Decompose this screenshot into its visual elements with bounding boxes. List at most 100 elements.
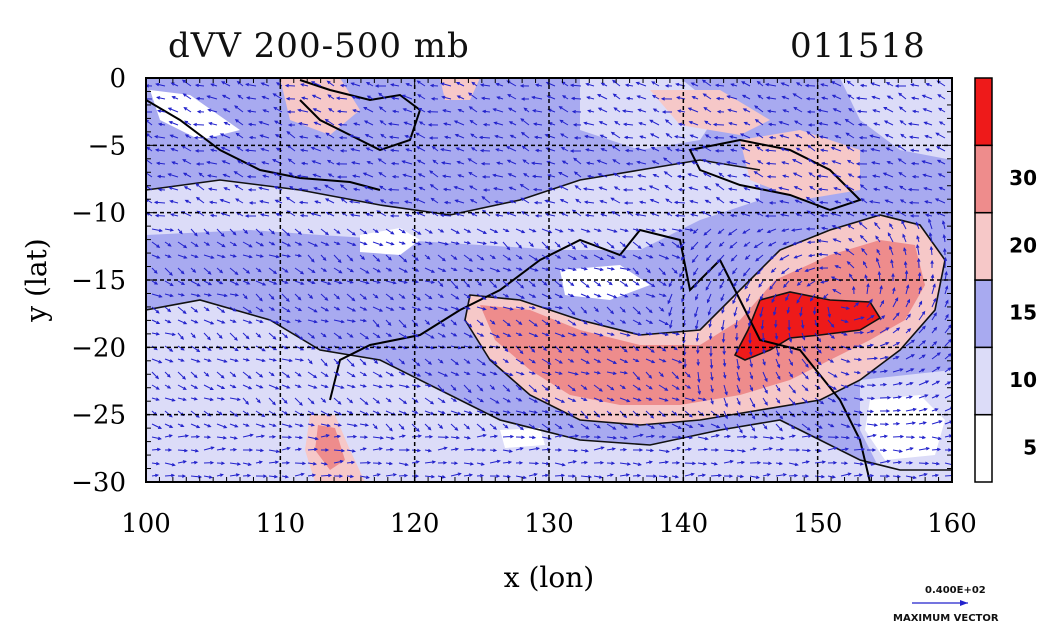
wind-vector-head [724, 403, 728, 408]
wind-vector [905, 408, 916, 412]
wind-vector [372, 371, 382, 378]
wind-vector-head [155, 309, 160, 314]
wind-vector [931, 284, 936, 295]
wind-vector [905, 382, 913, 386]
wind-vector [515, 254, 523, 260]
wind-vector [742, 94, 751, 100]
wind-vector-head [493, 121, 498, 125]
wind-vector-head [271, 307, 276, 311]
wind-vector-head [443, 122, 448, 126]
wind-vector-head [807, 158, 812, 163]
wind-vector-head [662, 293, 667, 297]
wind-vector [351, 214, 361, 217]
wind-vector [398, 384, 409, 388]
wind-vector [671, 228, 682, 232]
wind-vector-head [521, 229, 526, 234]
wind-vector [333, 358, 340, 365]
wind-vector-head [531, 371, 536, 375]
wind-vector-head [736, 377, 741, 382]
wind-vector-head [142, 98, 145, 101]
wind-vector [689, 121, 699, 126]
wind-vector-head [561, 399, 566, 403]
wind-vector-head [504, 359, 509, 363]
wind-vector-head [910, 368, 915, 372]
date-label: 011518 [790, 26, 926, 66]
wind-vector [502, 410, 510, 414]
wind-vector-head [532, 122, 538, 126]
wind-vector [694, 280, 699, 288]
wind-vector-head [764, 413, 768, 418]
wind-vector-head [428, 230, 433, 234]
wind-vector [261, 148, 270, 152]
wind-vector [567, 410, 573, 417]
wind-vector-head [365, 475, 370, 479]
wind-vector [779, 121, 790, 126]
wind-vector [632, 267, 639, 275]
wind-vector-head [585, 161, 591, 165]
plot-area [142, 77, 953, 483]
wind-vector-head [686, 373, 691, 378]
wind-vector-head [429, 184, 434, 188]
wind-vector-head [340, 319, 345, 324]
wind-vector-head [860, 330, 865, 335]
wind-vector [559, 185, 569, 191]
wind-vector [645, 241, 653, 248]
wind-vector [632, 332, 641, 336]
wind-vector [476, 254, 484, 261]
wind-vector [398, 293, 405, 299]
wind-vector-head [749, 363, 753, 368]
wind-vector-head [336, 175, 341, 179]
wind-vector-head [597, 282, 602, 287]
wind-vector [307, 474, 315, 477]
wind-vector-head [507, 257, 512, 261]
wind-vector [931, 380, 940, 386]
wind-vector-head [261, 161, 266, 165]
wind-vector-head [390, 96, 396, 100]
wind-vector-head [154, 473, 160, 478]
wind-vector-head [675, 386, 680, 390]
wind-vector [390, 149, 400, 152]
wind-vector [234, 171, 244, 178]
wind-vector-head [324, 118, 329, 123]
wind-vector-head [737, 413, 741, 418]
wind-vector [651, 81, 660, 87]
wind-vector-head [883, 106, 888, 111]
wind-vector [515, 423, 524, 430]
wind-vector [437, 254, 446, 262]
wind-vector-head [247, 122, 253, 127]
wind-vector-head [220, 233, 225, 238]
wind-vector [545, 134, 556, 139]
wind-vector-head [681, 298, 685, 303]
wind-vector-head [809, 297, 814, 302]
wind-vector [853, 448, 865, 451]
x-tick-label: 150 [793, 509, 843, 539]
wind-vector [931, 462, 940, 465]
wind-vector [476, 434, 486, 438]
wind-vector [541, 397, 549, 402]
wind-vector-head [796, 282, 801, 286]
wind-vector-head [531, 425, 536, 429]
wind-vector [281, 241, 291, 247]
wind-vector-head [414, 410, 419, 414]
wind-vector [489, 358, 497, 364]
wind-vector-head [691, 96, 696, 100]
wind-vector-head [453, 186, 458, 190]
wind-vector-head [440, 147, 445, 152]
wind-vector-head [872, 383, 877, 387]
wind-vector-head [339, 184, 344, 188]
wind-vector [584, 188, 595, 191]
wind-vector-head [935, 394, 940, 398]
wind-vector-head [764, 378, 768, 383]
wind-vector-head [886, 161, 891, 165]
wind-vector [327, 94, 335, 100]
wind-vector-head [710, 400, 714, 405]
wind-vector-head [233, 242, 238, 247]
wind-vector-head [570, 282, 575, 287]
wind-vector-head [169, 134, 174, 138]
wind-vector [561, 212, 569, 217]
wind-vector [762, 410, 768, 418]
wind-vector [593, 332, 603, 337]
wind-vector-head [907, 328, 912, 332]
wind-vector-head [310, 400, 315, 405]
wind-vector [684, 473, 694, 477]
